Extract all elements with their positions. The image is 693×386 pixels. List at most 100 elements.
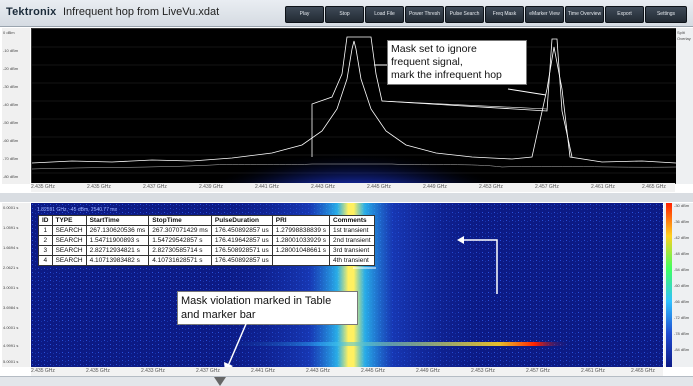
y-tick-label: -40 dBm (3, 102, 19, 107)
column-header[interactable]: PRI (271, 215, 331, 226)
x-tick-label: 2.445 GHz (367, 184, 391, 190)
spectrum-y-axis: 0 dBm -10 dBm -20 dBm -30 dBm -40 dBm -5… (2, 28, 30, 184)
split-toggle[interactable]: Split (677, 30, 685, 35)
x-tick-label: 2.441 GHz (255, 184, 279, 190)
y-tick-label: 3.6984 s (3, 305, 19, 310)
spectrum-side-panel: Split Overlay (676, 28, 693, 184)
y-tick-label: 0 dBm (3, 30, 15, 35)
title-bar: Tektronix Infrequent hop from LiveVu.xda… (0, 0, 693, 27)
table-cell: 2.82712934821 s (85, 245, 150, 256)
colorbar-gradient (666, 203, 672, 367)
colorbar-label: -48 dBm (674, 251, 690, 256)
column-header[interactable]: StartTime (85, 215, 150, 226)
table-cell: 267.130620536 ms (85, 225, 150, 236)
x-tick-label: 2.433 GHz (141, 368, 165, 374)
x-tick-label: 2.457 GHz (535, 184, 559, 190)
violation-callout: Mask violation marked in Table and marke… (177, 291, 358, 325)
y-tick-label: 5.0001 s (3, 359, 19, 364)
column-header[interactable]: PulseDuration (210, 215, 273, 226)
table-cell: SEARCH (51, 245, 87, 256)
power-thresh-button[interactable]: Power Thresh (405, 6, 444, 23)
noise-floor (32, 163, 676, 170)
table-cell: SEARCH (51, 225, 87, 236)
table-row[interactable]: 3 SEARCH 2.82712934821 s 2.82730585714 s… (38, 245, 375, 256)
infrequent-hop-trace (211, 342, 571, 346)
overlay-toggle[interactable]: Overlay (677, 36, 691, 41)
spectrogram-y-axis: 0.0001 s 1.0591 s 1.6694 s 2.0621 s 3.00… (2, 203, 30, 367)
table-row[interactable]: 1 SEARCH 267.130620536 ms 267.307071429 … (38, 225, 375, 236)
spectrum-trace (32, 40, 676, 164)
callout-line: Mask set to ignore (391, 43, 477, 55)
y-tick-label: -10 dBm (3, 48, 19, 53)
x-tick-label: 2.445 GHz (361, 368, 385, 374)
y-tick-label: 1.6694 s (3, 245, 19, 250)
time-overview-button[interactable]: Time Overview (565, 6, 604, 23)
y-tick-label: 3.0001 s (3, 285, 19, 290)
table-cell: 1.28001033929 s (271, 235, 331, 246)
column-header[interactable]: TYPE (51, 215, 87, 226)
y-tick-label: 4.9991 s (3, 343, 19, 348)
callout-line: and marker bar (181, 309, 256, 321)
table-cell: 176.508928571 us (210, 245, 273, 256)
x-tick-label: 2.443 GHz (311, 184, 335, 190)
y-tick-label: -80 dBm (3, 174, 19, 179)
table-cell: 2nd transient (329, 235, 375, 246)
table-row[interactable]: 4 SEARCH 4.10713983482 s 4.10731628571 s… (38, 255, 375, 266)
x-tick-label: 2.453 GHz (471, 368, 495, 374)
pulse-search-button[interactable]: Pulse Search (445, 6, 484, 23)
column-header[interactable]: StopTime (148, 215, 212, 226)
colorbar-label: -66 dBm (674, 299, 690, 304)
brand-logo: Tektronix (6, 6, 57, 18)
emarker-view-button[interactable]: eMarker View (525, 6, 564, 23)
colorbar-label: -30 dBm (674, 203, 690, 208)
play-button[interactable]: Play (285, 6, 324, 23)
load-file-button[interactable]: Load File (365, 6, 404, 23)
table-cell: 2.82730585714 s (148, 245, 212, 256)
x-tick-label: 2.435 GHz (86, 368, 110, 374)
x-tick-label: 2.457 GHz (526, 368, 550, 374)
column-header[interactable]: Comments (329, 215, 375, 226)
column-header[interactable]: ID (38, 215, 53, 226)
table-cell: 176.450892857 us (210, 255, 273, 266)
x-tick-label: 2.461 GHz (581, 368, 605, 374)
mask-plateau (381, 100, 548, 110)
export-button[interactable]: Export (605, 6, 644, 23)
table-cell (271, 255, 331, 266)
table-row[interactable]: 2 SEARCH 1.54711900893 s 1.54729542857 s… (38, 235, 375, 246)
table-cell: 2 (38, 235, 53, 246)
settings-button[interactable]: Settings (645, 6, 687, 23)
x-tick-label: 2.435 GHz (31, 368, 55, 374)
y-tick-label: 0.0001 s (3, 205, 19, 210)
callout-leader-hop (507, 88, 547, 96)
window-title: Infrequent hop from LiveVu.xdat (63, 6, 220, 18)
stop-button[interactable]: Stop (325, 6, 364, 23)
y-tick-label: 2.0621 s (3, 265, 19, 270)
table-cell: 1st transient (329, 225, 375, 236)
table-cell: 4 (38, 255, 53, 266)
marker-bar[interactable] (0, 376, 693, 386)
table-cell: 1 (38, 225, 53, 236)
colorbar-label: -84 dBm (674, 347, 690, 352)
x-tick-label: 2.437 GHz (143, 184, 167, 190)
callout-line: Mask violation marked in Table (181, 295, 332, 307)
marker-triangle-icon[interactable] (214, 377, 226, 386)
x-tick-label: 2.441 GHz (251, 368, 275, 374)
freq-mask-button[interactable]: Freq Mask (485, 6, 524, 23)
y-tick-label: -70 dBm (3, 156, 19, 161)
colorbar-label: -78 dBm (674, 331, 690, 336)
arrow-to-table (457, 236, 498, 294)
table-cell: 176.419642857 us (210, 235, 273, 246)
x-tick-label: 2.465 GHz (631, 368, 655, 374)
table-cell: 3rd transient (329, 245, 375, 256)
panel-divider[interactable] (0, 193, 693, 202)
spectrogram-marker-readout: 1.82591 GHz, -45 dBm, 2540.77 ms (37, 207, 118, 213)
x-tick-label: 2.437 GHz (196, 368, 220, 374)
spectrum-plot[interactable] (31, 28, 677, 184)
colorbar-label: -42 dBm (674, 235, 690, 240)
mask-callout: Mask set to ignore frequent signal, mark… (387, 40, 527, 85)
table-cell: 4.10731628571 s (148, 255, 212, 266)
y-tick-label: 1.0591 s (3, 225, 19, 230)
x-tick-label: 2.465 GHz (642, 184, 666, 190)
table-cell: SEARCH (51, 255, 87, 266)
table-cell: 4.10713983482 s (85, 255, 150, 266)
